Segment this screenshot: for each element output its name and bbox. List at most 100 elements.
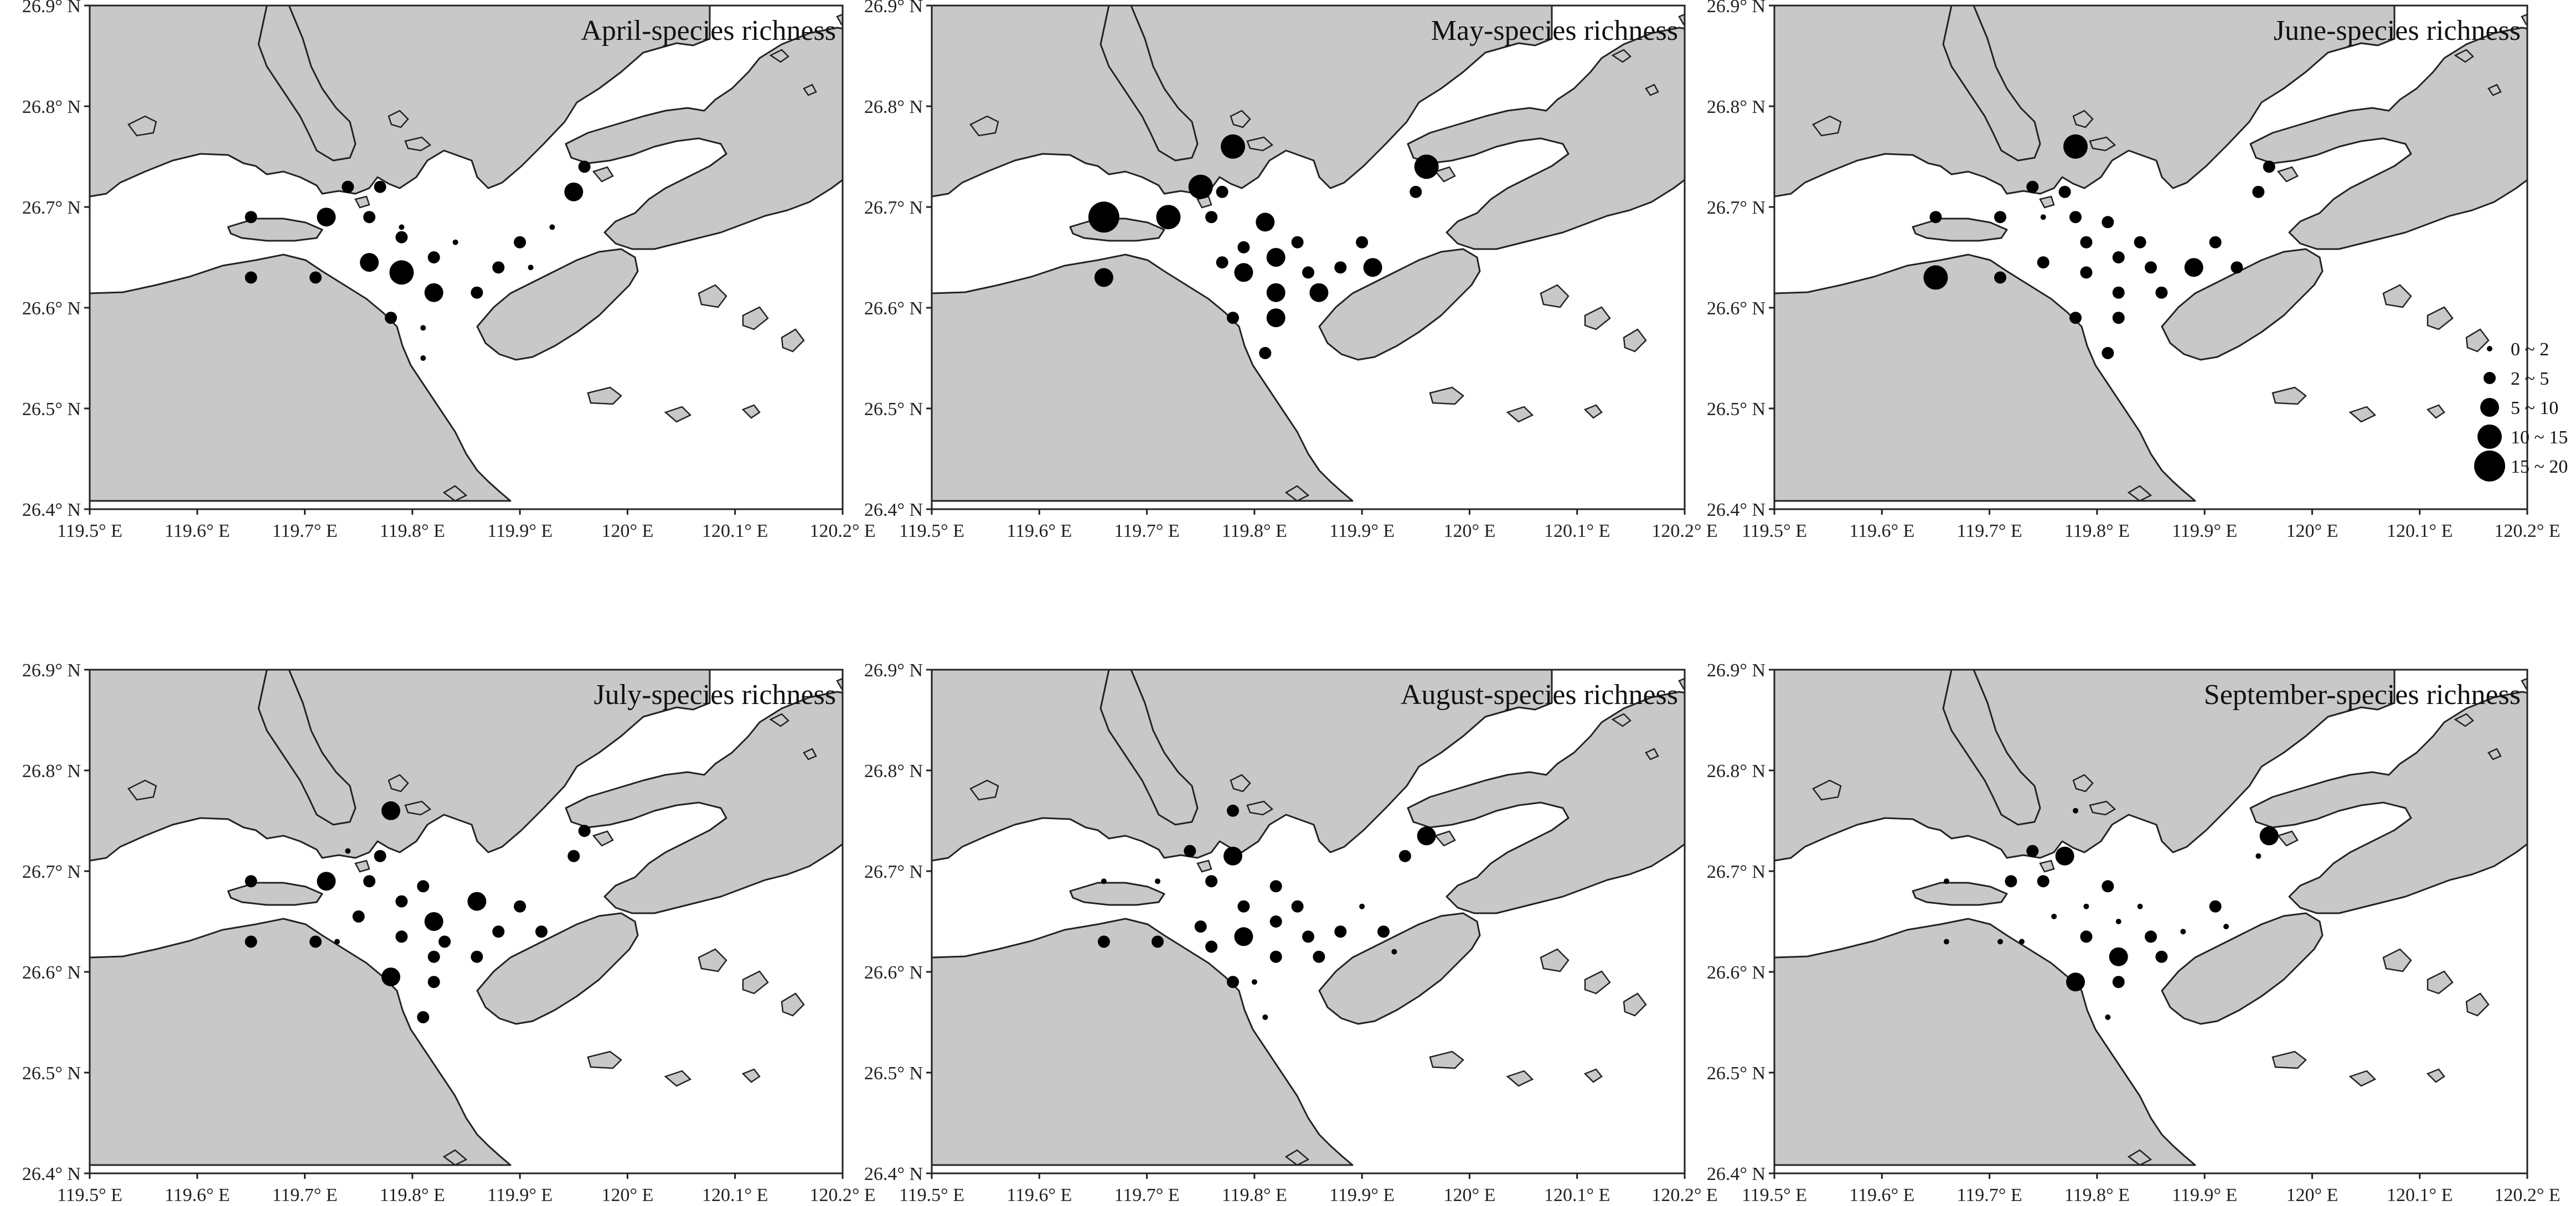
station-marker bbox=[2231, 261, 2243, 274]
x-tick-label: 120° E bbox=[1443, 1185, 1495, 1205]
station-marker bbox=[1414, 154, 1439, 179]
x-tick-label: 120.2° E bbox=[809, 1185, 875, 1205]
station-marker bbox=[1184, 845, 1196, 857]
legend-label: 2 ~ 5 bbox=[2511, 369, 2549, 389]
station-marker bbox=[417, 1011, 430, 1023]
station-marker bbox=[1334, 261, 1347, 274]
x-tick-label: 119.6° E bbox=[1849, 1185, 1914, 1205]
map-panel-6: 119.5° E 119.6° E 119.7° E 119.8° E 119.9° E… bbox=[1707, 660, 2560, 1205]
station-marker bbox=[424, 912, 443, 931]
station-marker bbox=[2115, 919, 2121, 924]
station-marker bbox=[578, 161, 591, 173]
station-marker bbox=[2055, 846, 2074, 866]
x-tick-label: 119.8° E bbox=[380, 521, 445, 541]
station-marker bbox=[1094, 268, 1113, 287]
station-marker bbox=[2102, 880, 2114, 893]
station-marker bbox=[360, 253, 379, 272]
y-tick-label: 26.8° N bbox=[22, 97, 81, 117]
station-marker bbox=[567, 850, 580, 862]
x-tick-label: 120.2° E bbox=[1651, 1185, 1717, 1205]
station-marker bbox=[2083, 903, 2089, 909]
x-tick-label: 119.9° E bbox=[487, 521, 553, 541]
station-marker bbox=[1088, 201, 1119, 233]
station-marker bbox=[2112, 251, 2125, 263]
station-marker bbox=[427, 950, 440, 963]
legend-marker bbox=[2484, 372, 2496, 384]
station-marker bbox=[309, 935, 322, 948]
station-marker bbox=[2073, 808, 2078, 814]
station-marker bbox=[374, 850, 386, 862]
station-marker bbox=[1994, 211, 2006, 224]
station-marker bbox=[564, 182, 584, 201]
legend-label: 10 ~ 15 bbox=[2511, 427, 2568, 448]
station-marker bbox=[2066, 972, 2085, 992]
station-marker bbox=[381, 967, 400, 987]
x-tick-label: 119.7° E bbox=[272, 521, 338, 541]
x-tick-label: 119.5° E bbox=[899, 1185, 964, 1205]
x-tick-label: 120.1° E bbox=[2387, 1185, 2453, 1205]
panel-title: June-species richness bbox=[2274, 15, 2521, 46]
station-marker bbox=[2063, 134, 2088, 159]
y-tick-label: 26.9° N bbox=[22, 0, 81, 17]
station-marker bbox=[2080, 266, 2093, 279]
x-tick-label: 119.8° E bbox=[1222, 1185, 1287, 1205]
station-marker bbox=[2112, 286, 2125, 299]
station-marker bbox=[1391, 949, 1397, 955]
station-marker bbox=[2209, 236, 2222, 249]
station-marker bbox=[334, 939, 340, 945]
x-tick-label: 119.5° E bbox=[57, 521, 122, 541]
station-marker bbox=[2145, 930, 2157, 943]
station-marker bbox=[1363, 258, 1382, 277]
station-marker bbox=[1234, 263, 1253, 282]
x-tick-label: 119.5° E bbox=[1742, 1185, 1807, 1205]
station-marker bbox=[317, 208, 336, 227]
station-marker bbox=[471, 286, 483, 299]
y-tick-label: 26.4° N bbox=[22, 1164, 81, 1184]
station-marker bbox=[342, 180, 354, 193]
x-tick-label: 119.7° E bbox=[1957, 1185, 2022, 1205]
station-marker bbox=[309, 271, 322, 284]
legend-label: 15 ~ 20 bbox=[2511, 457, 2568, 477]
station-marker bbox=[1194, 920, 1207, 933]
station-marker bbox=[1152, 935, 1164, 948]
station-marker bbox=[1205, 940, 1218, 953]
station-marker bbox=[385, 312, 397, 324]
x-tick-label: 120° E bbox=[601, 1185, 653, 1205]
x-tick-label: 119.8° E bbox=[1222, 521, 1287, 541]
x-tick-label: 120° E bbox=[2286, 521, 2338, 541]
station-marker bbox=[1266, 248, 1286, 267]
panel-title: April-species richness bbox=[581, 15, 836, 46]
station-marker bbox=[2184, 258, 2203, 277]
station-marker bbox=[1997, 939, 2003, 945]
station-marker bbox=[578, 825, 591, 837]
map-panel-4: 119.5° E 119.6° E 119.7° E 119.8° E 119.9° E… bbox=[22, 660, 876, 1205]
y-tick-label: 26.4° N bbox=[864, 500, 923, 520]
x-tick-label: 120° E bbox=[2286, 1185, 2338, 1205]
map-frame bbox=[1773, 4, 2528, 510]
station-marker bbox=[363, 875, 376, 888]
station-marker bbox=[2026, 180, 2039, 193]
y-tick-label: 26.8° N bbox=[22, 761, 81, 781]
map-frame bbox=[931, 669, 1686, 1174]
station-marker bbox=[2180, 929, 2186, 935]
station-marker bbox=[471, 950, 483, 963]
legend-marker bbox=[2487, 346, 2492, 351]
station-marker bbox=[245, 935, 257, 948]
station-marker bbox=[2145, 261, 2157, 274]
station-marker bbox=[2069, 312, 2082, 324]
station-marker bbox=[1251, 979, 1257, 985]
station-marker bbox=[399, 224, 405, 230]
y-tick-label: 26.5° N bbox=[1707, 399, 1765, 420]
x-tick-label: 119.7° E bbox=[1957, 521, 2022, 541]
station-marker bbox=[1266, 308, 1286, 328]
station-marker bbox=[1313, 950, 1325, 963]
y-tick-label: 26.7° N bbox=[22, 198, 81, 218]
y-tick-label: 26.6° N bbox=[1707, 298, 1765, 319]
x-tick-label: 119.6° E bbox=[1849, 521, 1914, 541]
station-marker bbox=[1356, 236, 1369, 249]
map-frame bbox=[1773, 669, 2528, 1174]
station-marker bbox=[1156, 205, 1181, 230]
y-tick-label: 26.4° N bbox=[1707, 500, 1765, 520]
x-tick-label: 120° E bbox=[601, 521, 653, 541]
station-marker bbox=[1155, 878, 1160, 884]
